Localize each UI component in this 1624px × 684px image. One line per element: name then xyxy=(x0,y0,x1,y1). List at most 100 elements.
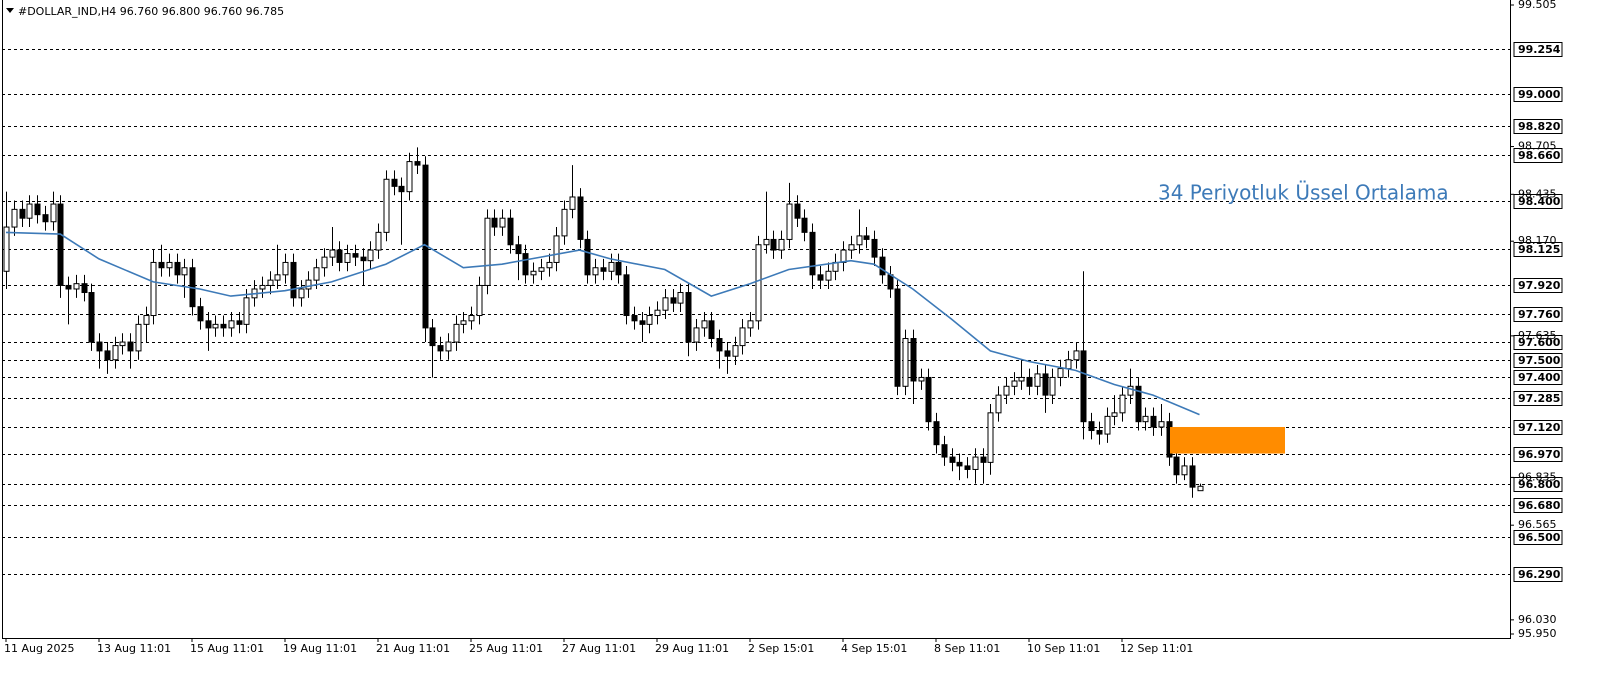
y-tick-label: 96.030 xyxy=(1518,613,1557,626)
x-tick-label: 11 Aug 2025 xyxy=(4,642,74,655)
candle-body xyxy=(708,320,715,340)
candle-body xyxy=(561,208,568,237)
level-label-box xyxy=(1513,498,1563,513)
x-tick-label: 27 Aug 11:01 xyxy=(562,642,636,655)
candle-body xyxy=(615,261,622,276)
candle-body xyxy=(1181,465,1188,476)
candle-body xyxy=(933,421,940,446)
candle-body xyxy=(631,315,638,322)
candle-body xyxy=(1135,385,1142,423)
level-label-box xyxy=(1513,278,1563,293)
candle-body xyxy=(1142,415,1149,423)
level-label: 96.500 xyxy=(1518,531,1561,544)
candle-body xyxy=(298,288,305,299)
candle-body xyxy=(1096,430,1103,435)
candle-body xyxy=(871,238,878,258)
level-label: 97.500 xyxy=(1518,354,1561,367)
level-label: 98.660 xyxy=(1518,149,1561,162)
level-label-box xyxy=(1513,194,1563,209)
candle-body xyxy=(267,279,274,286)
candle-body xyxy=(980,456,987,463)
candle-body xyxy=(34,203,41,216)
menu-arrow xyxy=(6,8,14,13)
y-tick-label: 96.565 xyxy=(1518,518,1557,531)
candle-body xyxy=(26,203,33,219)
candle-body xyxy=(468,315,475,322)
level-label: 99.254 xyxy=(1518,43,1561,56)
candle-body xyxy=(445,341,452,352)
candle-body xyxy=(437,345,444,352)
candle-body xyxy=(825,270,832,281)
candle-body xyxy=(1119,394,1126,414)
candle-body xyxy=(499,217,506,228)
y-tick-label: 95.950 xyxy=(1518,627,1557,640)
candle-body xyxy=(1080,350,1087,423)
candle-body xyxy=(1127,385,1134,396)
level-label-box xyxy=(1513,148,1563,163)
candle-body xyxy=(181,267,188,276)
candle-body xyxy=(1057,368,1064,378)
candle-body xyxy=(995,394,1002,414)
candle-body xyxy=(119,341,126,347)
candle-body xyxy=(453,323,460,343)
candle-body xyxy=(73,283,80,290)
candle-body xyxy=(212,323,219,329)
x-tick-label: 13 Aug 11:01 xyxy=(97,642,171,655)
candle-body xyxy=(414,161,421,166)
candle-body xyxy=(1173,456,1180,476)
candle-body xyxy=(724,350,731,357)
candle-body xyxy=(158,261,165,269)
candle-body xyxy=(1073,350,1080,361)
level-label-box xyxy=(1513,420,1563,435)
candle-body xyxy=(313,267,320,281)
candle-body xyxy=(887,274,894,290)
candle-body xyxy=(81,283,88,294)
candle-body xyxy=(763,238,770,246)
x-tick-label: 10 Sep 11:01 xyxy=(1027,642,1100,655)
candle-body xyxy=(515,244,522,255)
x-tick-label: 15 Aug 11:01 xyxy=(190,642,264,655)
level-label-box xyxy=(1513,335,1563,350)
level-label-box xyxy=(1513,353,1563,368)
candle-body xyxy=(1011,380,1018,387)
candle-body xyxy=(429,327,436,347)
candle-body xyxy=(3,226,10,272)
candle-body xyxy=(383,178,390,233)
candle-body xyxy=(553,235,560,263)
candle-body xyxy=(941,444,948,458)
ema-line xyxy=(5,231,1200,416)
y-tick-label: 99.505 xyxy=(1518,0,1557,11)
candle-body xyxy=(623,274,630,317)
candle-body xyxy=(964,465,971,470)
x-tick-label: 21 Aug 11:01 xyxy=(376,642,450,655)
levels: 99.254 99.000 98.820 98.660 98.400 98.125 97.9… xyxy=(2,42,1563,582)
candle-body xyxy=(584,238,591,276)
candle-body xyxy=(88,292,95,343)
level-label: 98.125 xyxy=(1518,243,1560,256)
candle-body xyxy=(972,456,979,470)
level-label-box xyxy=(1513,242,1563,257)
candle-body xyxy=(321,256,328,269)
candle-body xyxy=(96,341,103,352)
candle-body xyxy=(491,217,498,228)
candle-body xyxy=(143,315,150,325)
candle-body xyxy=(1150,415,1157,428)
candle-body xyxy=(1042,373,1049,396)
candle-body xyxy=(925,376,932,423)
chart-title: #DOLLAR_IND,H4 96.760 96.800 96.760 96.7… xyxy=(18,5,284,18)
candle-body xyxy=(174,261,181,276)
candles xyxy=(3,147,1204,498)
candle-body xyxy=(856,235,863,246)
y-tick-label: 96.835 xyxy=(1518,470,1557,483)
candle-body xyxy=(19,208,26,219)
x-tick-label: 19 Aug 11:01 xyxy=(283,642,357,655)
level-label-box xyxy=(1513,391,1563,406)
candle-body xyxy=(910,338,917,382)
candle-body xyxy=(274,274,281,281)
candle-body xyxy=(507,217,514,246)
level-label-box xyxy=(1513,477,1563,492)
level-label: 97.120 xyxy=(1518,421,1561,434)
level-label-box xyxy=(1513,42,1563,57)
y-tick-label: 98.170 xyxy=(1518,234,1557,247)
